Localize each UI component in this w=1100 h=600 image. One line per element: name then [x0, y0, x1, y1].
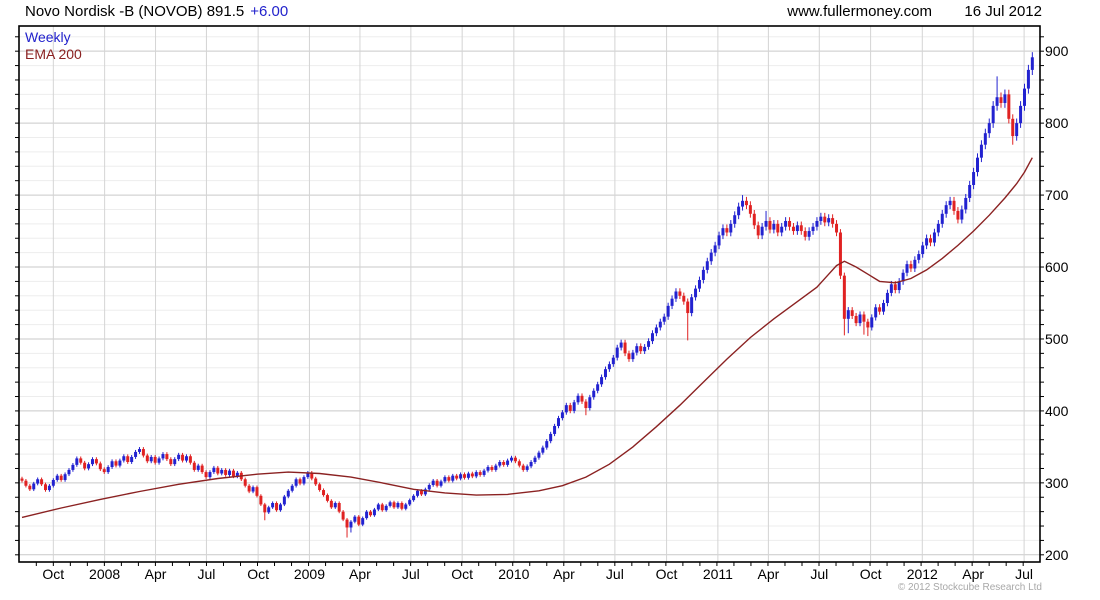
- y-axis-label: 200: [1045, 547, 1069, 563]
- x-axis-label: Oct: [860, 566, 882, 582]
- x-axis-label: Apr: [145, 566, 167, 582]
- x-axis-label: Jul: [606, 566, 624, 582]
- legend-weekly-label: Weekly: [25, 29, 71, 45]
- x-axis-label: Oct: [656, 566, 678, 582]
- x-axis-label: Apr: [962, 566, 984, 582]
- x-axis-label: Oct: [451, 566, 473, 582]
- x-axis-label: 2011: [703, 566, 733, 582]
- x-axis-label: Jul: [810, 566, 828, 582]
- x-axis-label: 2009: [294, 566, 325, 582]
- x-axis-label: Jul: [197, 566, 215, 582]
- chart-title-bar: Novo Nordisk -B (NOVOB) 891.5 +6.00: [25, 3, 288, 20]
- x-axis-label: Oct: [42, 566, 64, 582]
- x-axis-label: Jul: [402, 566, 420, 582]
- x-axis-label: 2012: [907, 566, 938, 582]
- y-axis-label: 700: [1045, 187, 1069, 203]
- x-axis-label: Apr: [757, 566, 779, 582]
- copyright-notice: © 2012 Stockcube Research Ltd: [897, 582, 1042, 593]
- y-axis-label: 400: [1045, 403, 1069, 419]
- website-label: www.fullermoney.com: [787, 3, 932, 20]
- legend-ema-label: EMA 200: [25, 46, 82, 62]
- x-axis-label: Jul: [1015, 566, 1033, 582]
- x-axis-label: Apr: [349, 566, 371, 582]
- x-axis-label: 2008: [89, 566, 120, 582]
- y-axis-label: 500: [1045, 331, 1069, 347]
- chart-change-value: +6.00: [250, 3, 289, 20]
- y-axis-label: 600: [1045, 259, 1069, 275]
- x-axis-label: 2010: [498, 566, 529, 582]
- y-axis-label: 300: [1045, 475, 1069, 491]
- chart-date: 16 Jul 2012: [964, 3, 1042, 20]
- x-axis-label: Apr: [553, 566, 575, 582]
- y-axis-label: 800: [1045, 115, 1069, 131]
- y-axis-label: 900: [1045, 43, 1069, 59]
- x-axis-label: Oct: [247, 566, 269, 582]
- chart-title: Novo Nordisk -B (NOVOB) 891.5: [25, 3, 245, 20]
